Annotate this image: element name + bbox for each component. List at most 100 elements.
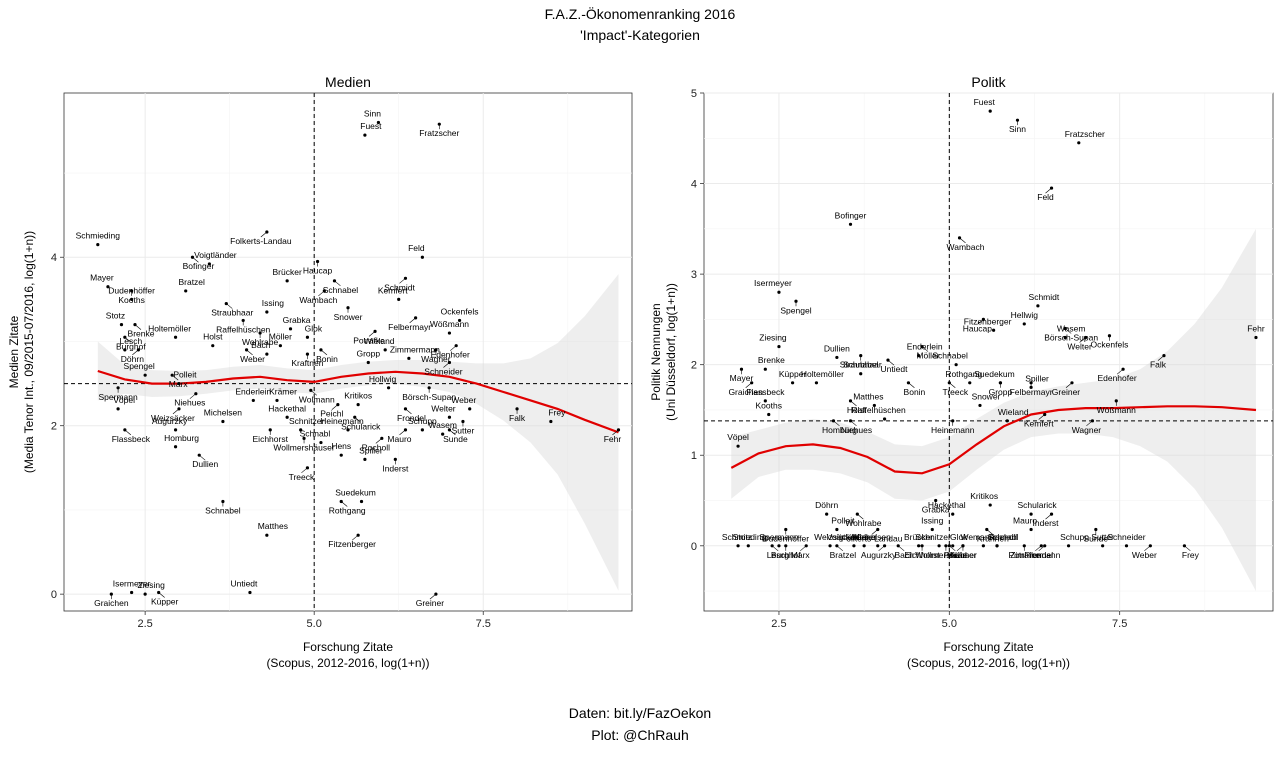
- data-point: [804, 544, 808, 548]
- point-label: Brücker: [904, 532, 933, 542]
- y-tick-label: 3: [691, 269, 697, 281]
- point-label: Rothgang: [329, 506, 366, 516]
- point-label: Potrafke: [353, 335, 385, 345]
- point-label: Sutter: [1091, 532, 1114, 542]
- point-label: Weizsäcker: [151, 413, 195, 423]
- data-point: [616, 428, 621, 432]
- data-point: [814, 381, 819, 385]
- data-point: [393, 457, 397, 461]
- data-point: [1036, 304, 1040, 308]
- smooth-trend-line: [730, 405, 1257, 475]
- point-label: Fitzenberger: [964, 316, 1012, 326]
- x-axis-subtitle: (Scopus, 2012-2016, log(1+n)): [907, 656, 1070, 670]
- point-label: Schneider: [424, 367, 462, 377]
- data-point: [859, 354, 863, 358]
- point-label: Bonin: [904, 387, 926, 397]
- data-point: [285, 415, 289, 419]
- point-label: Schmidt: [1029, 292, 1060, 302]
- data-point: [119, 323, 124, 327]
- data-point: [136, 348, 140, 352]
- point-label: Peichl: [320, 409, 343, 419]
- data-point: [96, 243, 100, 247]
- point-label: Mauro: [1013, 515, 1037, 525]
- data-point: [1022, 544, 1026, 548]
- point-label: Zimmermann: [1010, 550, 1060, 560]
- point-label: Folkerts-Landau: [230, 236, 292, 246]
- data-point: [750, 381, 754, 385]
- point-label: Kritikos: [344, 391, 372, 401]
- data-point: [1182, 544, 1187, 548]
- point-label: Bach: [895, 550, 915, 560]
- point-label: Homburg: [164, 433, 199, 443]
- data-point: [1063, 335, 1067, 340]
- data-point: [937, 544, 941, 548]
- point-label: Snower: [972, 391, 1001, 401]
- point-label: Eichhorst: [904, 550, 940, 560]
- point-label: Kooths: [756, 400, 782, 410]
- data-point: [930, 527, 934, 532]
- data-point: [457, 318, 462, 323]
- point-label: Niehues: [174, 398, 205, 408]
- data-point: [184, 289, 188, 293]
- data-point: [353, 415, 357, 419]
- data-point: [356, 533, 360, 537]
- y-tick-label: 4: [691, 179, 697, 191]
- data-point: [1124, 544, 1129, 548]
- data-point: [434, 592, 438, 596]
- point-label: Ziesing: [759, 333, 787, 343]
- data-point: [315, 259, 320, 264]
- data-point: [852, 544, 856, 548]
- point-label: Zimmermann: [390, 344, 440, 354]
- data-point: [831, 419, 836, 423]
- panel-title: Politk: [971, 74, 1006, 90]
- point-label: Graichen: [728, 387, 763, 397]
- point-label: Weber: [852, 532, 877, 542]
- point-label: Isermeyer: [754, 278, 792, 288]
- data-point: [305, 335, 310, 339]
- point-label: Flassbeck: [112, 434, 151, 444]
- data-point: [427, 386, 431, 390]
- data-point: [947, 381, 951, 385]
- point-label: Wößmann: [430, 319, 469, 329]
- point-label: Spengel: [124, 361, 155, 371]
- point-label: Krämer: [269, 386, 297, 396]
- point-label: Rothgang: [945, 369, 982, 379]
- point-label: Küpper: [779, 369, 807, 379]
- data-point: [265, 352, 269, 356]
- data-point: [1148, 544, 1152, 548]
- point-label: Welter: [431, 403, 456, 413]
- point-label: Untiedt: [230, 578, 258, 588]
- point-label: Enderlein: [907, 342, 943, 352]
- point-label: Krämer: [949, 550, 977, 560]
- caption-plot-credit: Plot: @ChRauh: [591, 727, 688, 743]
- point-label: Treeck: [289, 472, 315, 482]
- point-label: Bratzel: [178, 277, 205, 287]
- data-point: [882, 544, 887, 548]
- point-label: Enderlein: [235, 386, 271, 396]
- data-point: [248, 590, 252, 595]
- data-point: [143, 592, 147, 596]
- point-label: Fehr: [1247, 324, 1265, 334]
- data-point: [848, 419, 853, 423]
- data-point: [1090, 419, 1095, 423]
- point-label: Voigtländer: [827, 532, 870, 542]
- data-point: [951, 419, 955, 423]
- point-label: Frey: [1182, 550, 1200, 560]
- point-label: Börsch-Supan: [402, 392, 456, 402]
- point-label: Michelsen: [204, 407, 243, 417]
- point-label: Lesch: [120, 336, 143, 346]
- data-point: [957, 236, 962, 240]
- point-label: Schnabl: [300, 429, 331, 439]
- data-point: [447, 415, 452, 419]
- data-point: [116, 407, 120, 411]
- point-label: Feld: [1037, 192, 1054, 202]
- point-label: Hens: [331, 441, 351, 451]
- point-label: Dudenhöffer: [762, 533, 809, 543]
- data-point: [855, 512, 859, 516]
- data-point: [346, 428, 350, 432]
- point-label: Grabka: [283, 315, 311, 325]
- point-label: Mayer: [730, 373, 754, 383]
- data-point: [143, 373, 147, 377]
- data-point: [549, 419, 553, 424]
- x-tick-label: 7.5: [1112, 618, 1127, 630]
